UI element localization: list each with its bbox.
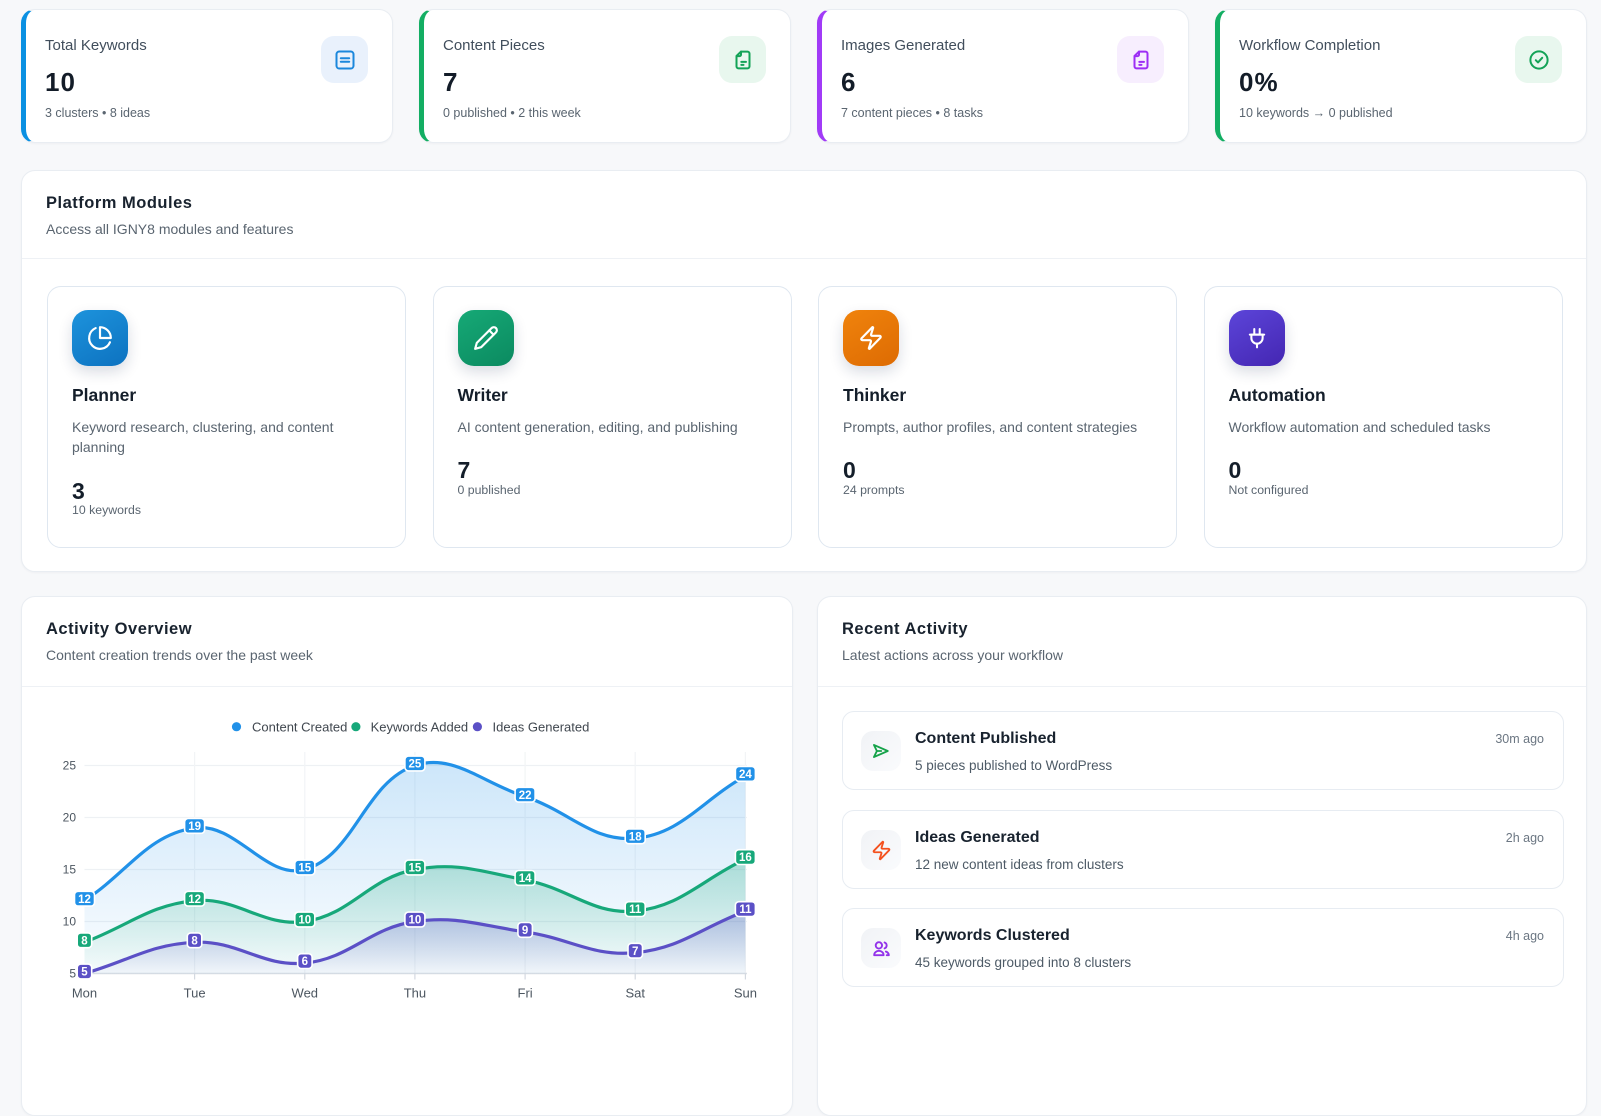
svg-text:Thu: Thu: [404, 986, 426, 1001]
svg-text:7: 7: [632, 946, 638, 958]
svg-text:Fri: Fri: [518, 986, 533, 1001]
svg-text:Tue: Tue: [184, 986, 206, 1001]
svg-text:25: 25: [409, 759, 422, 771]
svg-text:15: 15: [63, 863, 77, 877]
svg-text:Content Created: Content Created: [252, 720, 347, 735]
svg-text:16: 16: [739, 852, 752, 864]
svg-text:Mon: Mon: [72, 986, 97, 1001]
svg-text:Keywords Added: Keywords Added: [371, 720, 469, 735]
svg-text:Sun: Sun: [734, 986, 757, 1001]
svg-text:20: 20: [63, 811, 77, 825]
svg-text:11: 11: [739, 904, 752, 916]
svg-text:24: 24: [739, 769, 752, 781]
svg-text:Sat: Sat: [625, 986, 645, 1001]
svg-text:12: 12: [78, 894, 91, 906]
svg-text:10: 10: [63, 915, 77, 929]
svg-text:22: 22: [519, 790, 532, 802]
svg-text:14: 14: [519, 873, 532, 885]
svg-text:8: 8: [81, 935, 88, 947]
svg-text:Ideas Generated: Ideas Generated: [493, 720, 590, 735]
svg-text:15: 15: [298, 863, 311, 875]
svg-text:Wed: Wed: [292, 986, 319, 1001]
svg-text:10: 10: [409, 915, 422, 927]
svg-text:5: 5: [69, 967, 76, 981]
svg-text:9: 9: [522, 925, 528, 937]
svg-text:15: 15: [409, 863, 422, 875]
svg-text:12: 12: [188, 894, 201, 906]
svg-text:19: 19: [188, 821, 201, 833]
svg-text:10: 10: [298, 915, 311, 927]
svg-text:18: 18: [629, 831, 642, 843]
svg-text:5: 5: [81, 967, 88, 979]
svg-text:8: 8: [191, 935, 198, 947]
svg-text:25: 25: [63, 759, 77, 773]
svg-text:11: 11: [629, 904, 642, 916]
svg-text:6: 6: [302, 956, 308, 968]
